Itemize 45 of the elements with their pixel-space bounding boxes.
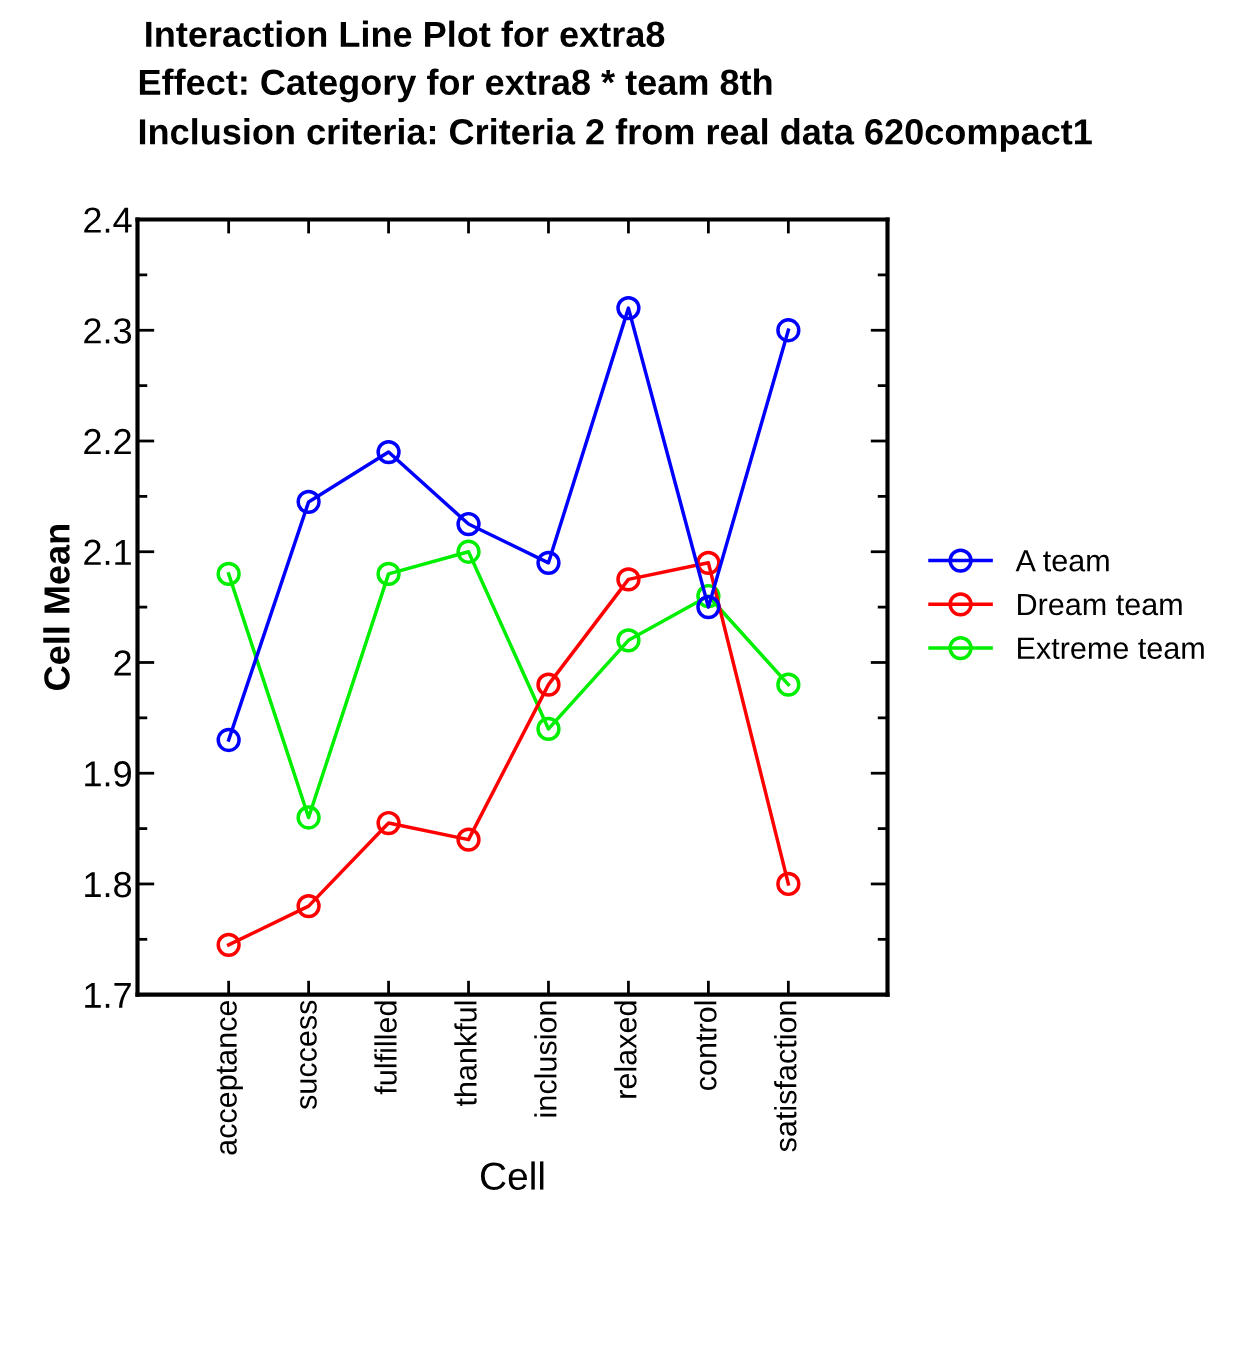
point: [616, 628, 641, 653]
x-tick-label: satisfaction: [774, 1001, 797, 1152]
point: [216, 561, 241, 587]
point: [616, 567, 641, 592]
point: [376, 561, 401, 587]
chart-subtitle: Effect: Category for extra8 * team 8th Inclusion criteria: Criteria 2 from real data 620compact1: [139, 68, 1092, 152]
point: [776, 672, 801, 697]
point: [456, 539, 481, 564]
point: [456, 511, 481, 537]
x-tick-label: relaxed: [614, 1001, 637, 1098]
point: [216, 932, 241, 958]
point: [616, 295, 641, 321]
y-tick-label: 2: [114, 650, 131, 676]
y-tick-label: 2.4: [84, 207, 132, 233]
point: [456, 827, 481, 852]
point: [776, 318, 801, 343]
x-tick-label: thankful: [454, 1001, 477, 1107]
x-tick-label: fulfilled: [374, 1001, 397, 1095]
x-tick-label: inclusion: [534, 1001, 557, 1117]
point: [296, 489, 321, 515]
x-axis-title: Cell: [480, 1161, 544, 1190]
point: [776, 871, 801, 897]
legend-label: A team: [1015, 550, 1109, 572]
point: [696, 594, 721, 620]
point: [536, 672, 561, 697]
chart-title: Interaction Line Plot for extra8: [146, 20, 665, 48]
y-tick-label: 2.2: [84, 428, 131, 455]
y-tick-label: 1.7: [85, 982, 131, 1008]
x-tick-label: success: [300, 1000, 317, 1110]
legend-label: Extreme team: [1018, 637, 1204, 660]
point: [216, 727, 241, 753]
point: [376, 810, 401, 836]
point: [536, 716, 561, 742]
point: [296, 805, 321, 830]
point: [296, 893, 321, 919]
y-axis-title: Cell Mean: [43, 525, 70, 690]
y-tick-label: 1.9: [85, 761, 131, 787]
x-tick-label: acceptance: [216, 1000, 243, 1155]
y-tick-label: 1.8: [85, 871, 132, 898]
point: [376, 439, 401, 465]
legend-label: Dream team: [1018, 593, 1182, 616]
x-tick-label: control: [694, 1001, 717, 1090]
y-tick-label: 2.1: [84, 539, 131, 565]
point: [536, 550, 561, 575]
y-tick-label: 2.3: [84, 318, 132, 344]
